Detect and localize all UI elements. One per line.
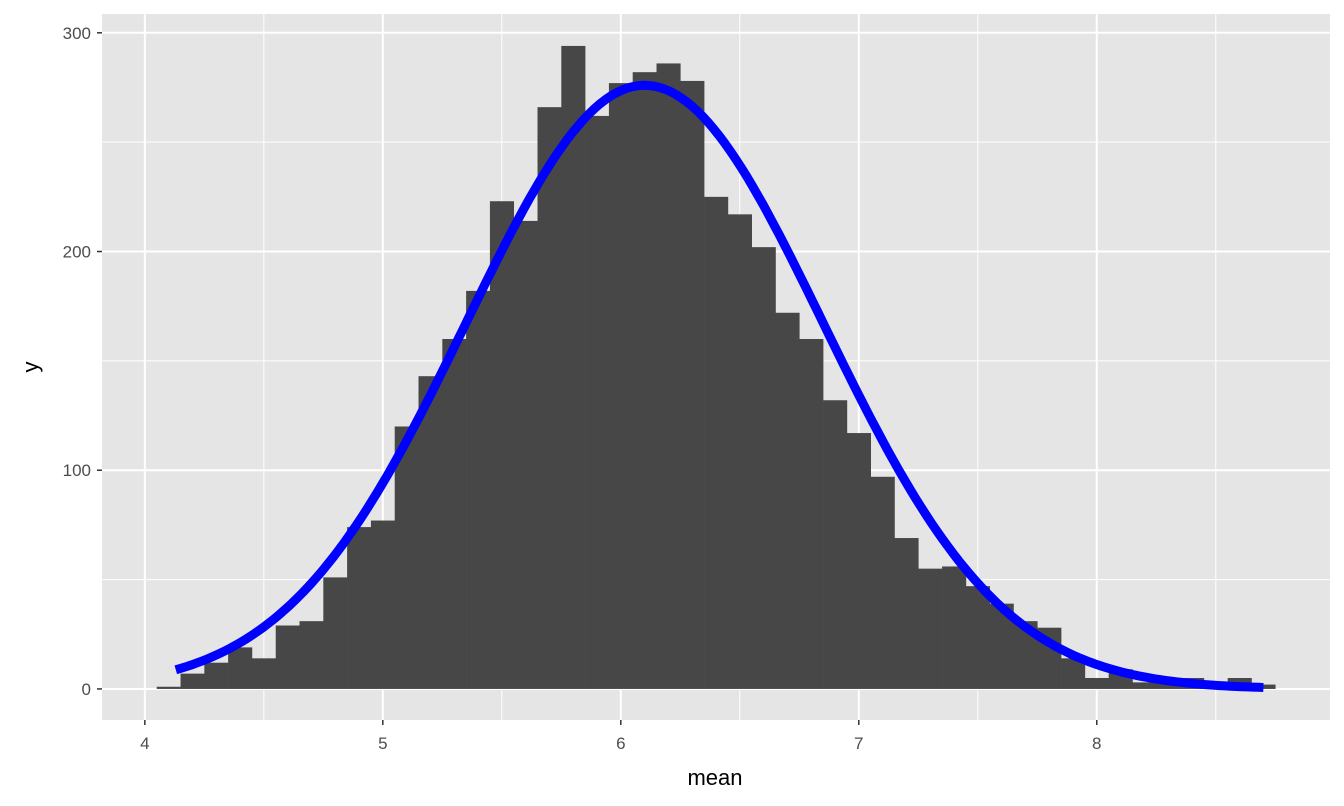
histogram-bar <box>394 426 419 689</box>
histogram-bar <box>251 658 277 689</box>
histogram-bar <box>704 196 729 689</box>
histogram-bar <box>1132 682 1157 689</box>
y-tick-label: 0 <box>82 680 91 699</box>
histogram-bar <box>323 577 348 689</box>
histogram-bar <box>228 647 253 689</box>
x-tick-label: 5 <box>378 734 387 753</box>
x-tick-label: 8 <box>1092 734 1101 753</box>
histogram-bar <box>870 476 895 689</box>
histogram-bar <box>156 686 181 689</box>
y-axis-title: y <box>18 362 43 373</box>
histogram-bar <box>442 339 467 689</box>
x-tick-label: 6 <box>616 734 625 753</box>
y-tick-label: 100 <box>63 461 91 480</box>
histogram-bar <box>180 673 205 689</box>
histogram-bar <box>775 312 800 689</box>
histogram-bar <box>894 538 919 689</box>
histogram-bar <box>727 214 752 689</box>
normal-curve <box>174 80 1264 692</box>
histogram-bar <box>1084 678 1109 689</box>
histogram-bar <box>918 568 943 689</box>
x-axis-title: mean <box>687 765 742 790</box>
histogram-bar <box>1251 684 1276 689</box>
histogram-bar <box>561 45 586 689</box>
histogram-bar <box>680 80 705 689</box>
histogram-bar <box>370 520 396 689</box>
x-tick-label: 4 <box>140 734 149 753</box>
histogram-bar <box>537 107 562 689</box>
histogram-bar <box>656 63 681 689</box>
histogram-bar <box>632 72 657 689</box>
histogram-bar <box>466 290 491 689</box>
histogram-bar <box>418 376 443 689</box>
histogram-bar <box>585 115 610 689</box>
histogram-bar <box>942 566 967 689</box>
histogram-bar <box>846 433 871 689</box>
histogram-bar <box>823 400 848 689</box>
y-tick-label: 300 <box>63 24 91 43</box>
histogram-bar <box>799 339 824 689</box>
x-axis: 4 5 6 7 8 <box>140 734 1101 753</box>
y-axis: 0 100 200 300 <box>63 24 91 699</box>
histogram-bar <box>965 586 990 689</box>
histogram-bar <box>275 625 300 689</box>
histogram-bar <box>608 83 634 689</box>
histogram-bar <box>513 220 538 689</box>
histogram-bar <box>299 621 324 689</box>
histogram-bar <box>489 201 515 689</box>
histogram-bar <box>204 662 229 689</box>
x-tick-label: 7 <box>854 734 863 753</box>
histogram-bar <box>751 247 776 689</box>
y-tick-label: 200 <box>63 243 91 262</box>
histogram-bar <box>347 527 372 689</box>
